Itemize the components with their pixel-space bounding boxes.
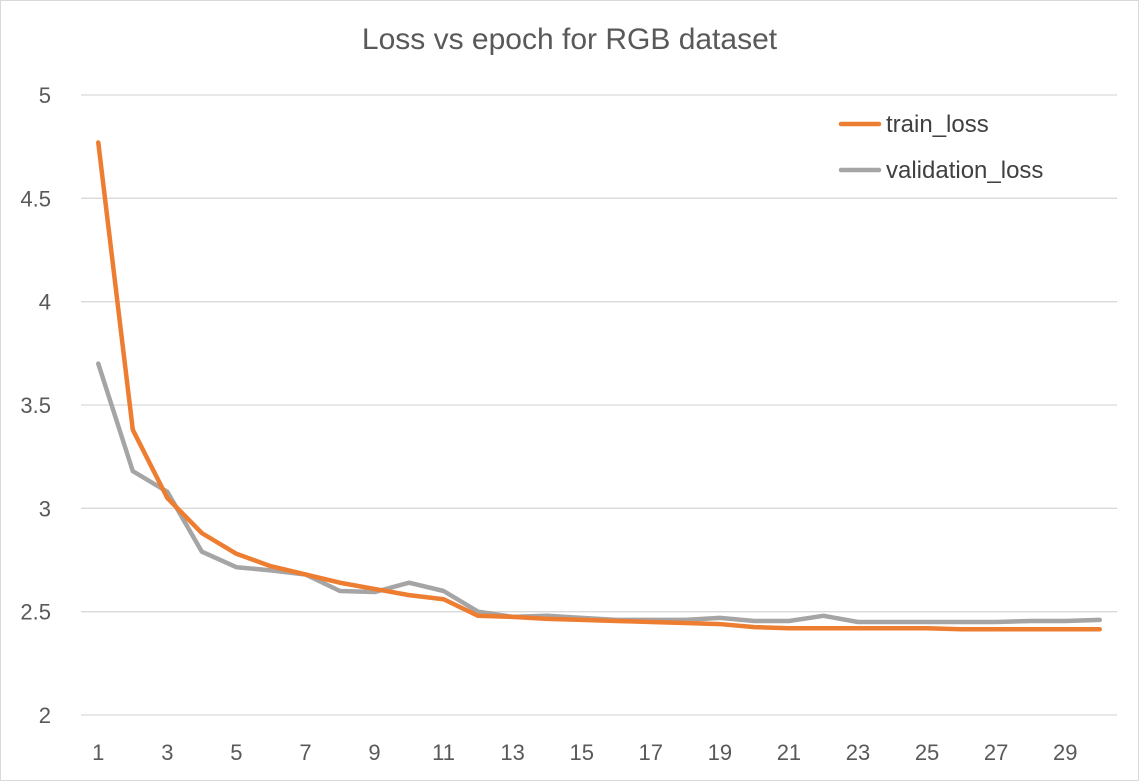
chart-title: Loss vs epoch for RGB dataset (361, 23, 778, 56)
y-tick-label: 2.5 (20, 600, 51, 625)
x-tick-label: 23 (846, 740, 870, 765)
x-tick-label: 19 (708, 740, 732, 765)
series-line-validation-loss (96, 361, 1102, 625)
x-axis-ticks: 1 3 5 7 9 11 13 15 17 19 21 23 25 27 29 (92, 740, 1077, 765)
x-tick-label: 9 (368, 740, 380, 765)
x-tick-label: 27 (984, 740, 1008, 765)
x-tick-label: 17 (639, 740, 663, 765)
y-tick-label: 4 (39, 290, 51, 315)
x-tick-label: 13 (500, 740, 524, 765)
y-axis-ticks: 2 2.5 3 3.5 4 4.5 5 (20, 83, 51, 728)
x-tick-label: 15 (569, 740, 593, 765)
x-tick-label: 1 (92, 740, 104, 765)
x-tick-label: 25 (915, 740, 939, 765)
x-tick-label: 29 (1053, 740, 1077, 765)
x-tick-label: 7 (299, 740, 311, 765)
y-tick-label: 2 (39, 703, 51, 728)
y-tick-label: 5 (39, 83, 51, 108)
x-tick-label: 3 (161, 740, 173, 765)
series-line-train-loss (96, 140, 1102, 632)
series-lines (96, 140, 1102, 632)
x-tick-label: 11 (432, 740, 455, 765)
y-tick-label: 4.5 (20, 186, 51, 211)
x-tick-label: 5 (230, 740, 242, 765)
legend-label: train_loss (886, 111, 989, 138)
legend-label: validation_loss (886, 157, 1043, 184)
y-tick-label: 3 (39, 496, 51, 521)
gridlines (81, 94, 1117, 716)
y-tick-label: 3.5 (20, 393, 51, 418)
legend: train_loss validation_loss (838, 111, 1043, 184)
x-tick-label: 21 (777, 740, 801, 765)
